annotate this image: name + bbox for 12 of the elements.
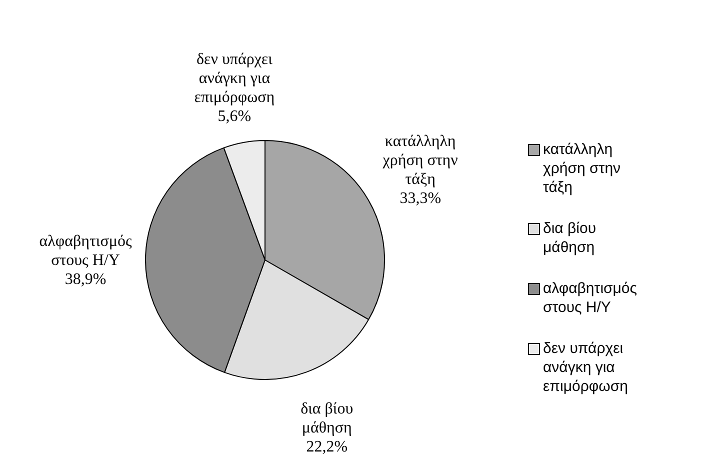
slice-label: δεν υπάρχει ανάγκη για επιμόρφωση xyxy=(194,50,275,106)
data-label: 33,3% xyxy=(400,190,442,207)
legend-label: αλφαβητισμός στους Η/Υ xyxy=(543,279,638,317)
legend-label: δεν υπάρχει ανάγκη για επιμόρφωση xyxy=(543,339,629,396)
legend-label: κατάλληλη χρήση στην τάξη xyxy=(543,140,622,197)
data-label: 5,6% xyxy=(218,108,252,125)
slice-label: αλφαβητισμός στους Η/Υ xyxy=(39,232,132,269)
slice-label: δια βίου μάθηση xyxy=(300,400,354,437)
slice-label: κατάλληλη χρήση στην τάξη xyxy=(382,132,458,188)
legend-label: δια βίου μάθηση xyxy=(543,219,598,257)
data-label: 38,9% xyxy=(64,270,106,288)
data-label: 22,2% xyxy=(306,438,348,456)
